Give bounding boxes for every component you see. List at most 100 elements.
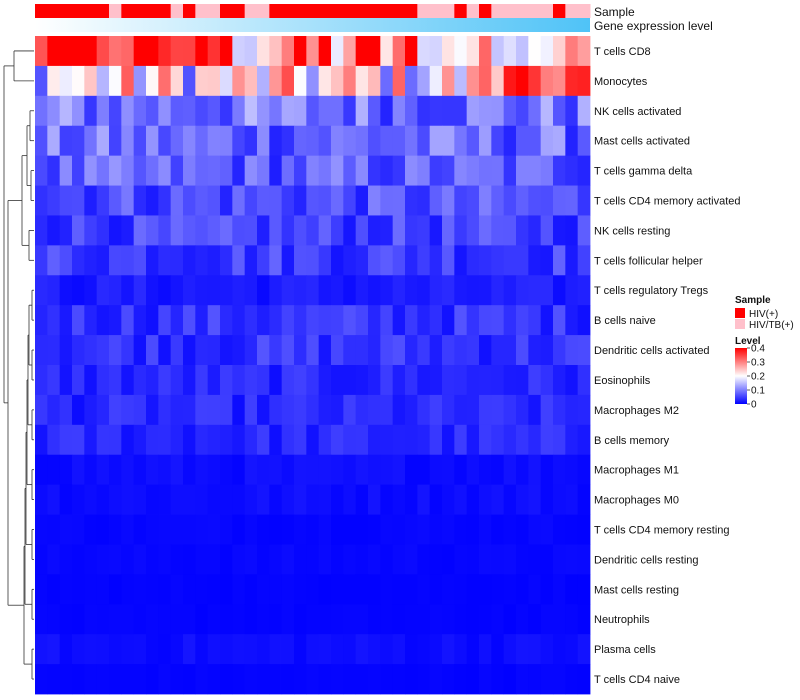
heatmap-cell xyxy=(368,365,381,396)
heatmap-cell xyxy=(565,574,579,605)
heatmap-cell xyxy=(294,125,307,157)
heatmap-cell xyxy=(158,634,172,665)
heatmap-cell xyxy=(294,604,307,635)
heatmap-cell xyxy=(281,275,295,306)
heatmap-cell xyxy=(528,185,542,216)
heatmap-cell xyxy=(109,245,122,276)
heatmap-cell xyxy=(380,215,394,246)
heatmap-cell xyxy=(540,604,554,635)
heatmap-cell xyxy=(306,95,320,127)
heatmap-cell xyxy=(195,484,209,515)
heatmap-cell xyxy=(281,155,295,186)
heatmap-cell xyxy=(146,664,159,695)
heatmap-cell xyxy=(269,634,283,665)
heatmap-cell xyxy=(96,95,110,127)
heatmap-cell xyxy=(516,634,529,665)
heatmap-cell xyxy=(220,424,233,456)
level-tick-label: 0.1 xyxy=(751,386,765,397)
heatmap-cell xyxy=(195,335,209,366)
heatmap-cell xyxy=(121,215,135,246)
heatmap-cell xyxy=(244,125,258,157)
heatmap-cell xyxy=(232,335,246,366)
heatmap-cell xyxy=(59,484,73,515)
heatmap-cell xyxy=(306,634,320,665)
heatmap-cell xyxy=(318,574,332,605)
sample-cell xyxy=(442,4,455,18)
heatmap-cell xyxy=(405,275,418,306)
heatmap-cell xyxy=(454,664,468,695)
heatmap-cell xyxy=(306,424,320,456)
heatmap-cell xyxy=(417,65,431,97)
heatmap-cell xyxy=(528,305,542,336)
heatmap-cells xyxy=(35,36,591,695)
heatmap-cell xyxy=(183,634,196,665)
heatmap-cell xyxy=(183,155,196,186)
heatmap-cell xyxy=(577,514,591,545)
heatmap-cell xyxy=(528,215,542,246)
heatmap-cell xyxy=(281,65,295,97)
heatmap-cell xyxy=(294,155,307,186)
heatmap-cell xyxy=(72,544,85,575)
heatmap-cell xyxy=(429,125,443,157)
heatmap-cell xyxy=(96,634,110,665)
heatmap-cell xyxy=(479,634,492,665)
heatmap-cell xyxy=(466,65,480,97)
heatmap-cell xyxy=(553,634,566,665)
heatmap-cell xyxy=(368,125,381,157)
heatmap-cell xyxy=(232,664,246,695)
sample-cell xyxy=(294,4,307,18)
heatmap-cell xyxy=(577,424,591,456)
heatmap-cell xyxy=(195,514,209,545)
heatmap-cell xyxy=(466,275,480,306)
heatmap-cell xyxy=(170,215,184,246)
heatmap-cell xyxy=(220,544,233,575)
heatmap-cell xyxy=(257,335,270,366)
heatmap-cell xyxy=(257,125,270,157)
heatmap-cell xyxy=(380,454,394,486)
heatmap-cell xyxy=(96,65,110,97)
heatmap-cell xyxy=(244,215,258,246)
sample-cell xyxy=(331,4,344,18)
sample-cell xyxy=(318,4,332,18)
heatmap-cell xyxy=(72,95,85,127)
sample-cell xyxy=(244,4,258,18)
heatmap-cell xyxy=(294,634,307,665)
heatmap-cell xyxy=(35,95,48,127)
heatmap-cell xyxy=(269,335,283,366)
heatmap-cell xyxy=(133,604,147,635)
heatmap-cell xyxy=(294,245,307,276)
sample-cell xyxy=(35,4,48,18)
heatmap-cell xyxy=(47,305,61,336)
heatmap-cell xyxy=(72,634,85,665)
sample-cell xyxy=(257,4,270,18)
heatmap-cell xyxy=(540,664,554,695)
heatmap-cell xyxy=(133,95,147,127)
heatmap-cell xyxy=(417,275,431,306)
heatmap-cell xyxy=(195,125,209,157)
heatmap-cell xyxy=(84,245,98,276)
heatmap-cell xyxy=(109,275,122,306)
heatmap-cell xyxy=(392,36,406,67)
row-label: T cells regulatory Tregs xyxy=(594,285,709,297)
heatmap-cell xyxy=(47,634,61,665)
heatmap-cell xyxy=(59,125,73,157)
heatmap-cell xyxy=(343,275,357,306)
heatmap-cell xyxy=(540,335,554,366)
heatmap-cell xyxy=(133,125,147,157)
heatmap-cell xyxy=(565,65,579,97)
heatmap-cell xyxy=(577,36,591,67)
heatmap-cell xyxy=(96,514,110,545)
heatmap-cell xyxy=(343,65,357,97)
heatmap-cell xyxy=(392,155,406,186)
heatmap-cell xyxy=(318,245,332,276)
heatmap-cell xyxy=(170,394,184,426)
heatmap-cell xyxy=(479,454,492,486)
heatmap-cell xyxy=(392,125,406,157)
heatmap-cell xyxy=(146,574,159,605)
heatmap-cell xyxy=(59,634,73,665)
heatmap-cell xyxy=(158,125,172,157)
heatmap-cell xyxy=(47,484,61,515)
heatmap-cell xyxy=(392,664,406,695)
heatmap-cell xyxy=(318,215,332,246)
row-label: Mast cells activated xyxy=(594,136,690,148)
